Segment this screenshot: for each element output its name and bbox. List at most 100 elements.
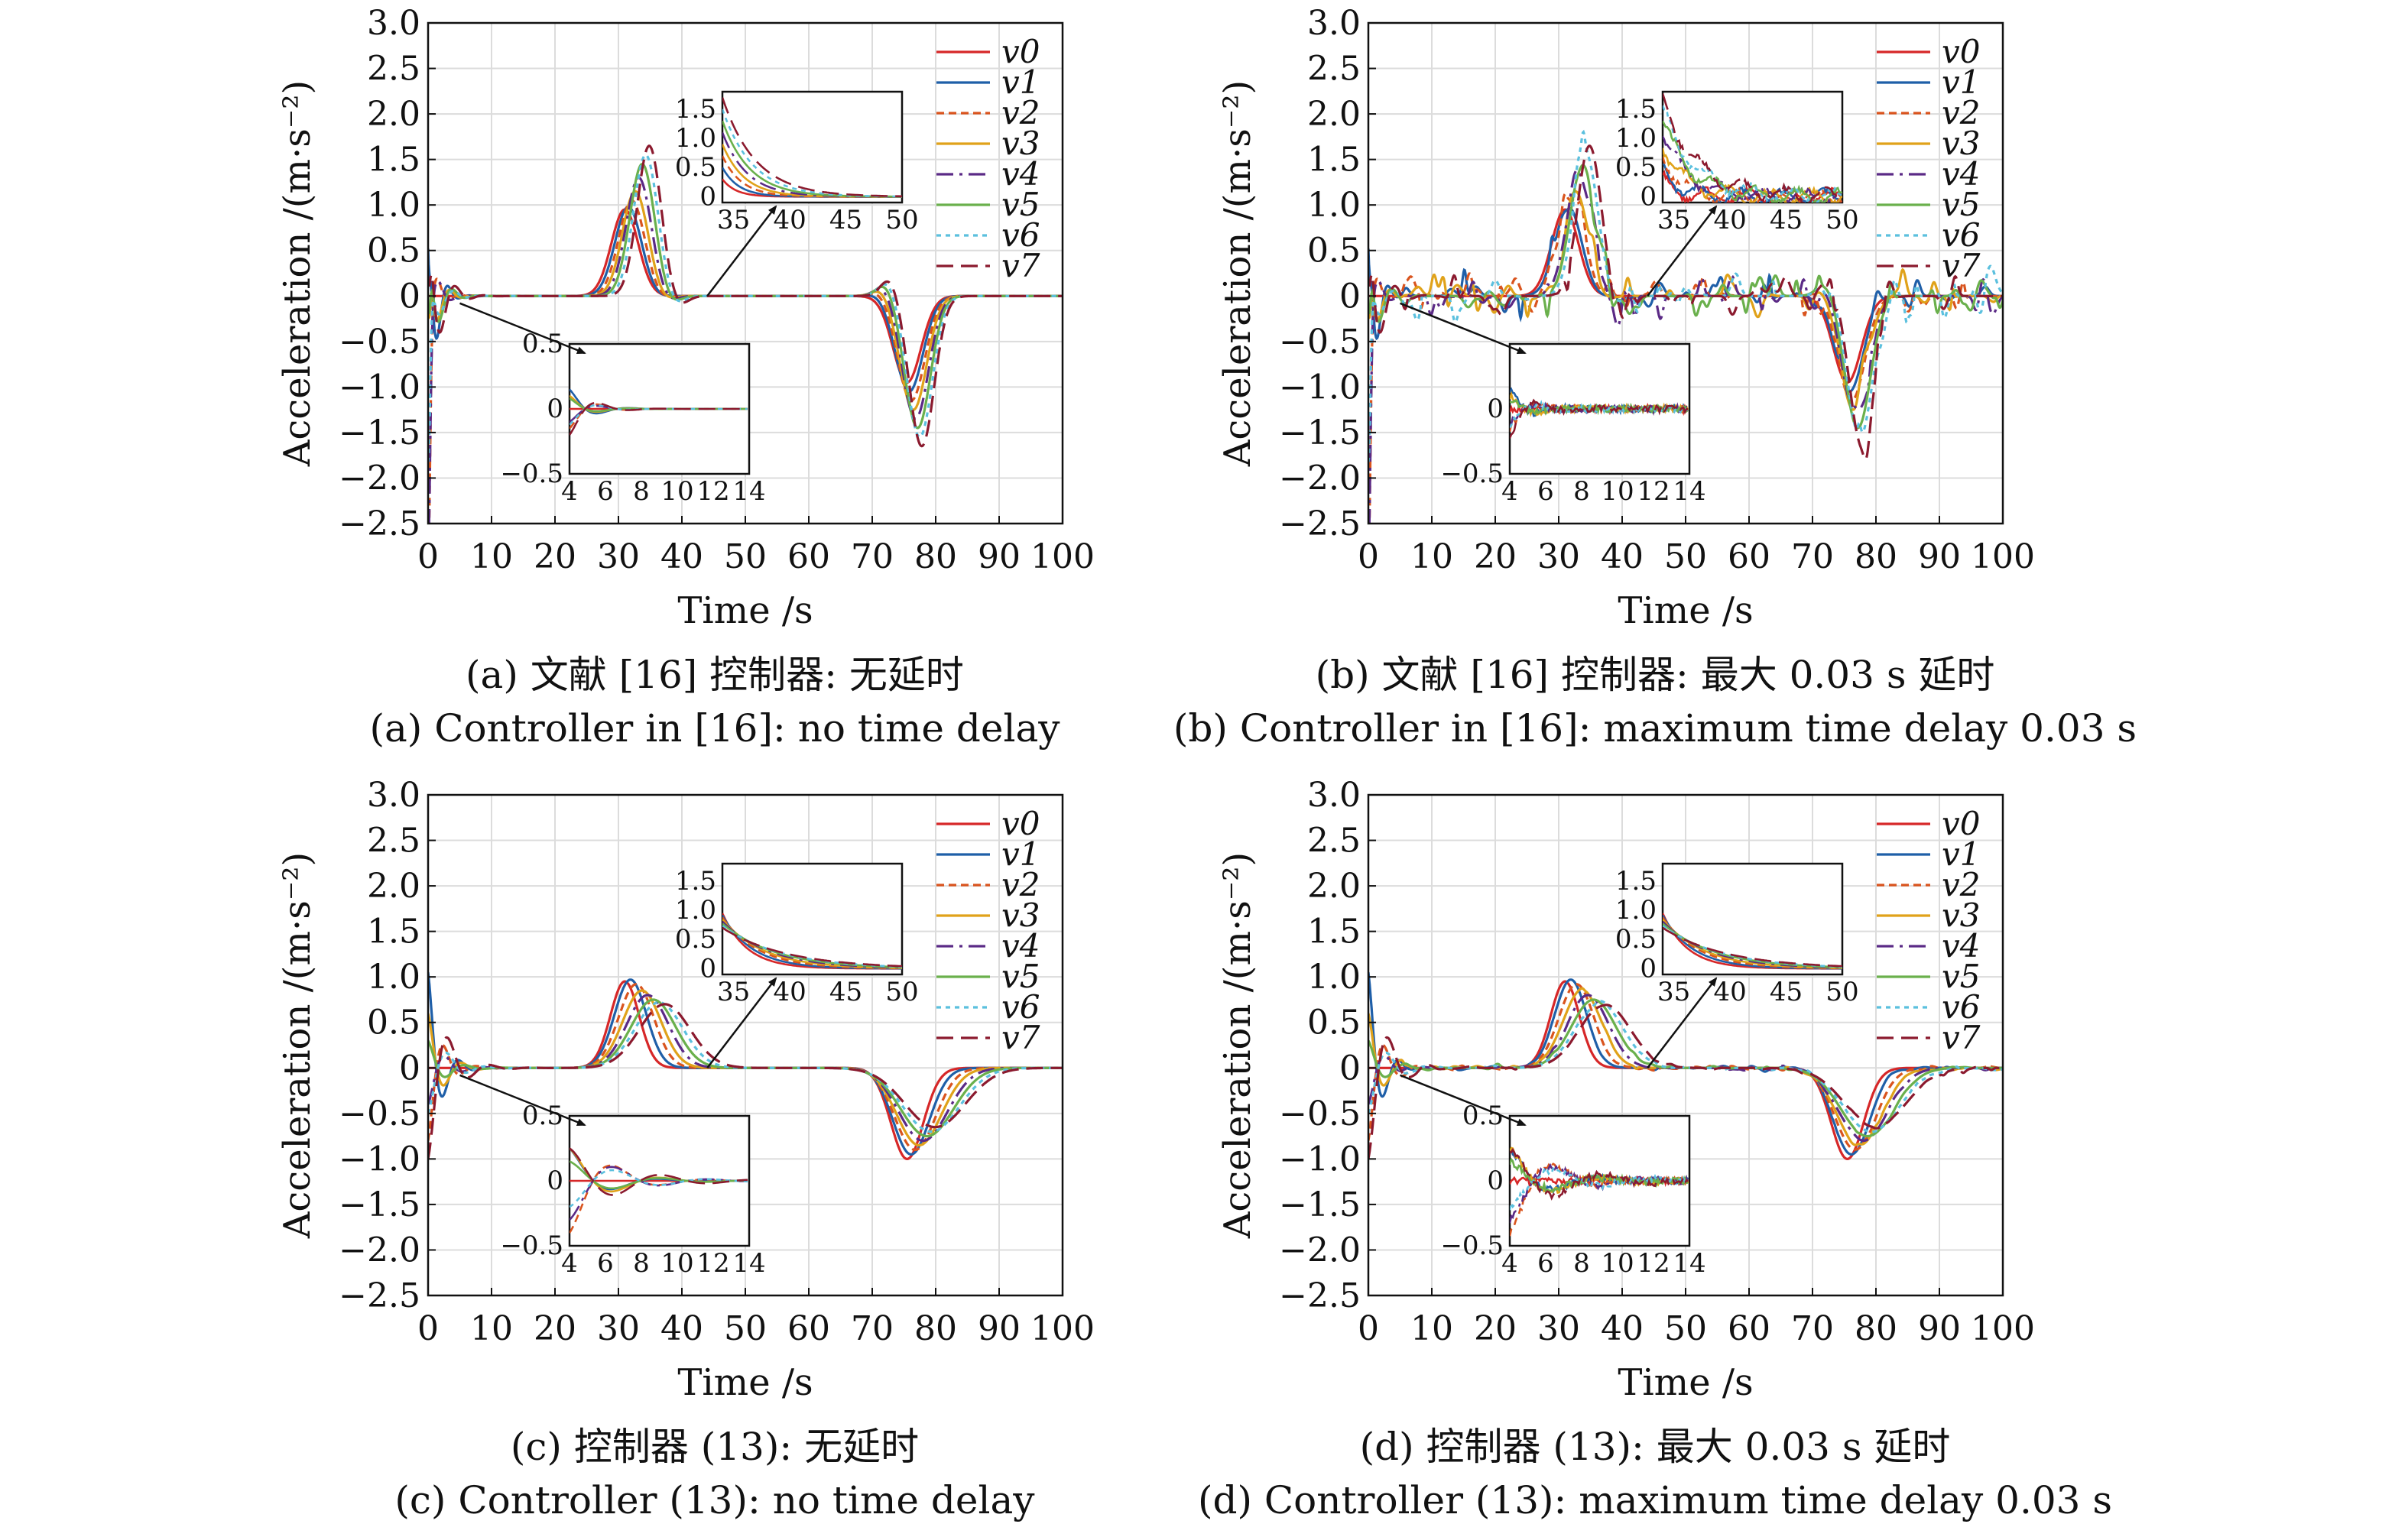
y-tick-label: 2.0: [367, 867, 420, 906]
series-group: [428, 972, 1063, 1161]
caption-cn: (b) 文献 [16] 控制器: 最大 0.03 s 延时: [1316, 653, 1995, 697]
inset-series-line: [1510, 1162, 1689, 1224]
x-tick-label: 10: [470, 1309, 513, 1348]
legend-label: v1: [1001, 835, 1040, 873]
x-tick-label: 20: [1474, 1309, 1517, 1348]
x-tick-label: 100: [1971, 1309, 2035, 1348]
legend-label: v5: [1001, 958, 1040, 995]
x-axis-label: Time /s: [1618, 1361, 1753, 1404]
inset-y-tick: 1.0: [675, 123, 716, 154]
y-tick-label: 2.0: [1307, 867, 1361, 906]
legend-label: v5: [1942, 186, 1980, 223]
inset-series-line: [1663, 148, 1842, 203]
inset-x-tick: 10: [660, 476, 693, 507]
legend-label: v7: [1001, 247, 1040, 284]
inset-high: 35 40 45 50 1.51.00.50: [1615, 90, 1859, 235]
y-tick-label: 0.5: [1307, 232, 1361, 271]
series-line-v7: [428, 1003, 1063, 1159]
inset-x-tick: 14: [732, 1248, 765, 1279]
series-group: [1368, 972, 2003, 1161]
inset-x-tick: 40: [1713, 205, 1746, 235]
y-tick-label: 1.5: [367, 141, 420, 180]
y-tick-label: −0.5: [339, 323, 420, 362]
legend-label: v4: [1001, 155, 1040, 193]
legend-label: v1: [1001, 63, 1040, 101]
series-group: [1368, 129, 2003, 524]
y-tick-label: −2.0: [1279, 1231, 1361, 1269]
legend-label: v1: [1942, 835, 1980, 873]
y-tick-label: −2.0: [339, 459, 420, 498]
inset-x-tick: 40: [773, 977, 806, 1007]
x-tick-label: 90: [1918, 537, 1961, 576]
y-tick-label: −1.0: [1279, 1140, 1361, 1179]
legend-label: v7: [1942, 247, 1981, 284]
legend-label: v2: [1942, 94, 1980, 131]
series-line-v7: [1368, 1004, 2003, 1159]
y-tick-label: 1.5: [1307, 141, 1361, 180]
inset-y-tick: 1.5: [675, 866, 716, 897]
x-tick-label: 80: [914, 1309, 957, 1348]
x-axis-label: Time /s: [677, 589, 813, 632]
y-axis-label: Acceleration /(m·s⁻²): [1216, 80, 1259, 467]
inset-x-tick: 35: [717, 205, 750, 235]
x-tick-label: 0: [1358, 537, 1379, 576]
inset-x-tick: 8: [633, 1248, 650, 1279]
inset-x-tick: 4: [1501, 476, 1518, 507]
x-tick-label: 10: [470, 537, 513, 576]
chart-panel-a: 3.02.52.01.51.00.50−0.5−1.0−1.5−2.0−2.50…: [276, 4, 1095, 751]
inset-y-tick: 1.0: [1615, 895, 1657, 926]
inset-y-tick: −0.5: [500, 459, 563, 489]
inset-y-tick: 0: [1640, 953, 1657, 984]
inset-y-tick: 0.5: [1615, 152, 1657, 183]
legend-label: v0: [1942, 805, 1980, 842]
inset-pointer-arrow: [459, 1074, 586, 1127]
inset-x-tick: 14: [1673, 1248, 1705, 1279]
inset-pointer-arrow: [1400, 1074, 1527, 1127]
chart-panel-d: 3.02.52.01.51.00.50−0.5−1.0−1.5−2.0−2.50…: [1198, 776, 2112, 1522]
inset-x-tick: 10: [1601, 476, 1634, 507]
y-tick-label: −2.5: [1279, 504, 1361, 543]
y-tick-label: 2.0: [1307, 95, 1361, 134]
x-tick-label: 70: [851, 1309, 894, 1348]
inset-series-line: [1663, 105, 1842, 203]
legend-label: v3: [1001, 125, 1040, 162]
inset-x-tick: 8: [633, 476, 650, 507]
inset-y-tick: 0.5: [1462, 1101, 1504, 1131]
inset-x-tick: 8: [1573, 476, 1590, 507]
x-tick-label: 30: [1537, 537, 1580, 576]
x-tick-label: 60: [787, 537, 830, 576]
inset-x-tick: 35: [717, 977, 750, 1007]
x-tick-label: 70: [1791, 537, 1834, 576]
inset-x-tick: 4: [561, 476, 578, 507]
inset-pointer-arrow: [459, 302, 586, 355]
inset-y-tick: 1.0: [1615, 123, 1657, 154]
inset-series-line: [570, 1169, 748, 1208]
x-tick-label: 50: [724, 537, 767, 576]
x-tick-label: 40: [660, 1309, 703, 1348]
legend-label: v3: [1942, 125, 1980, 162]
y-tick-label: −2.0: [339, 1231, 420, 1269]
x-tick-label: 80: [1855, 1309, 1897, 1348]
inset-series-line: [1510, 399, 1689, 417]
inset-x-tick: 10: [660, 1248, 693, 1279]
x-tick-label: 20: [534, 1309, 576, 1348]
legend-label: v5: [1001, 186, 1040, 223]
x-tick-label: 50: [1664, 537, 1707, 576]
y-tick-label: −0.5: [1279, 323, 1361, 362]
y-tick-label: 3.0: [1307, 776, 1361, 815]
inset-x-tick: 50: [885, 977, 918, 1007]
inset-y-tick: 0: [1487, 394, 1504, 424]
inset-series-line: [570, 1160, 748, 1190]
y-tick-label: 0: [1339, 1049, 1361, 1088]
inset-x-tick: 45: [1770, 977, 1803, 1007]
inset-series-line: [1510, 1146, 1689, 1195]
y-tick-label: −1.5: [1279, 413, 1361, 452]
caption-cn: (a) 文献 [16] 控制器: 无延时: [466, 653, 964, 697]
series-group: [428, 144, 1063, 524]
x-tick-label: 70: [1791, 1309, 1834, 1348]
legend-label: v6: [1001, 216, 1040, 254]
inset-y-tick: −0.5: [1440, 1231, 1504, 1261]
legend-label: v4: [1942, 155, 1980, 193]
inset-series-line: [1510, 1157, 1689, 1194]
x-tick-label: 0: [417, 1309, 439, 1348]
